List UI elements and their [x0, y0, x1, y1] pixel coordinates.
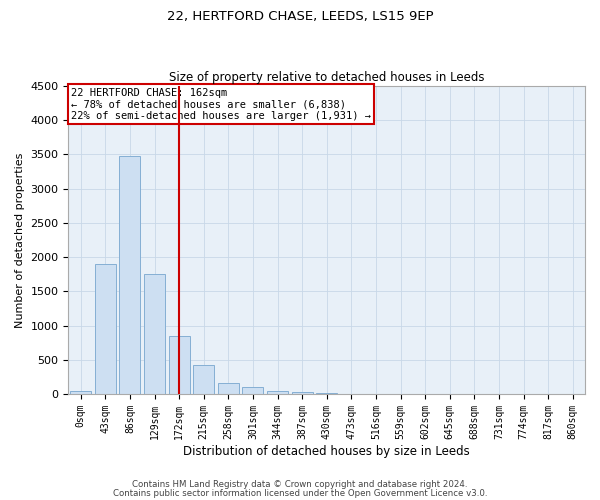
Text: Contains HM Land Registry data © Crown copyright and database right 2024.: Contains HM Land Registry data © Crown c…	[132, 480, 468, 489]
Bar	[95, 264, 116, 394]
Text: 22 HERTFORD CHASE: 162sqm
← 78% of detached houses are smaller (6,838)
22% of se: 22 HERTFORD CHASE: 162sqm ← 78% of detac…	[71, 88, 371, 121]
Bar	[292, 392, 313, 394]
Bar	[267, 390, 288, 394]
Text: 22, HERTFORD CHASE, LEEDS, LS15 9EP: 22, HERTFORD CHASE, LEEDS, LS15 9EP	[167, 10, 433, 23]
Bar	[218, 383, 239, 394]
Text: Contains public sector information licensed under the Open Government Licence v3: Contains public sector information licen…	[113, 488, 487, 498]
Y-axis label: Number of detached properties: Number of detached properties	[15, 152, 25, 328]
Bar	[70, 391, 91, 394]
Title: Size of property relative to detached houses in Leeds: Size of property relative to detached ho…	[169, 70, 484, 84]
Bar	[119, 156, 140, 394]
Bar	[242, 387, 263, 394]
Bar	[169, 336, 190, 394]
Bar	[144, 274, 165, 394]
Bar	[193, 364, 214, 394]
X-axis label: Distribution of detached houses by size in Leeds: Distribution of detached houses by size …	[184, 444, 470, 458]
